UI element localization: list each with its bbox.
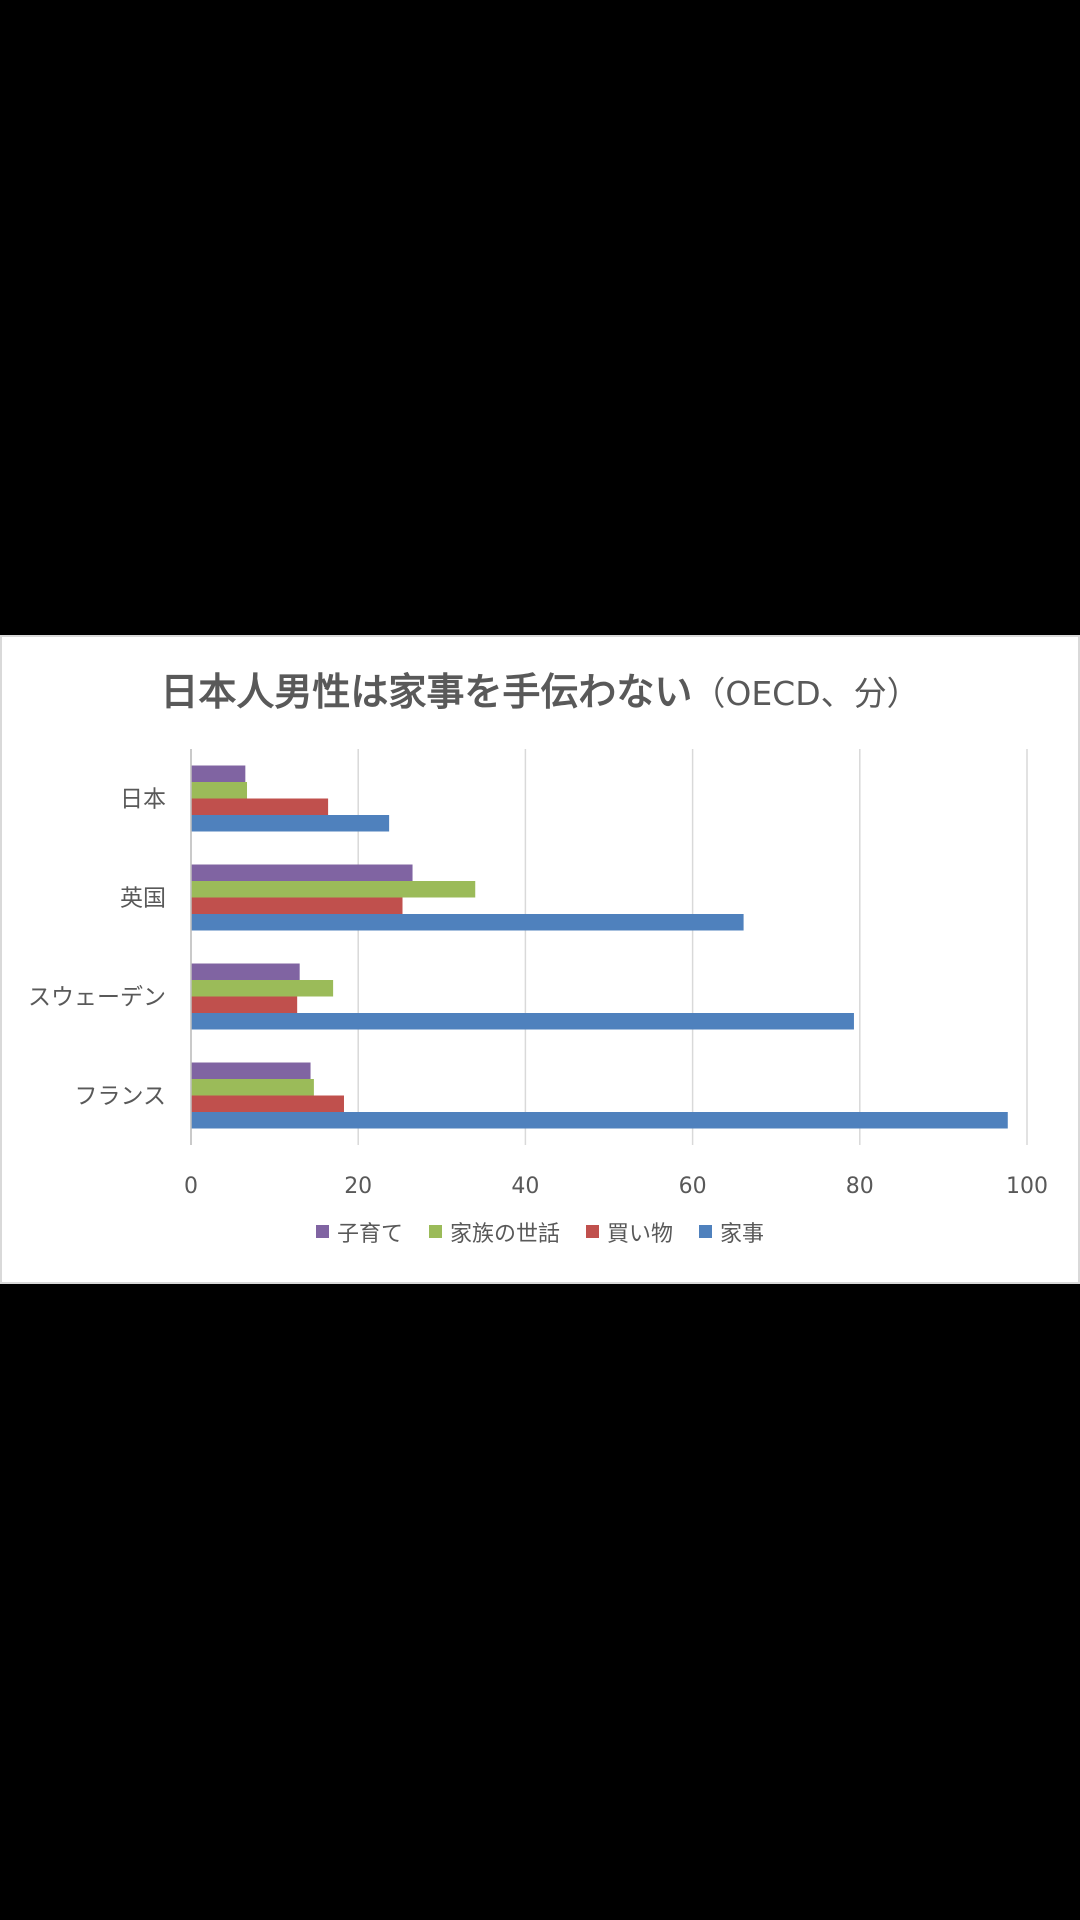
bar	[191, 1095, 344, 1112]
legend-label: 家事	[720, 1222, 764, 1247]
legend-swatch	[586, 1225, 599, 1238]
chart-title: 日本人男性は家事を手伝わない（OECD、分）	[2, 661, 1078, 716]
legend-swatch	[429, 1225, 442, 1238]
legend-swatch	[316, 1225, 329, 1238]
legend-label: 家族の世話	[450, 1222, 560, 1247]
legend-label: 買い物	[607, 1222, 673, 1247]
x-tick-label: 40	[511, 1174, 539, 1199]
legend-label: 子育て	[337, 1222, 403, 1247]
category-label: 英国	[120, 886, 166, 912]
x-tick-label: 60	[679, 1174, 707, 1199]
chart-card: 日本人男性は家事を手伝わない（OECD、分） 0 20 40 60 80 100 日本英国ス…	[0, 635, 1080, 1284]
bar	[191, 1079, 314, 1096]
bar	[191, 1112, 1008, 1129]
bar	[191, 798, 329, 815]
bar	[191, 782, 248, 799]
legend: 子育て 家族の世話 買い物 家事	[316, 1222, 764, 1247]
x-tick-label: 20	[344, 1174, 372, 1199]
bar	[191, 897, 403, 914]
category-label: フランス	[74, 1084, 166, 1110]
legend-swatch	[699, 1225, 712, 1238]
bar	[191, 765, 246, 782]
bar	[191, 815, 390, 832]
bar	[191, 864, 413, 881]
chart-title-sub: （OECD、分）	[692, 674, 920, 713]
bar	[191, 963, 300, 980]
bar	[191, 914, 744, 931]
bar	[191, 1062, 311, 1079]
bar	[191, 881, 476, 898]
bar	[191, 996, 298, 1013]
bars	[191, 765, 1008, 1129]
x-tick-label: 100	[1006, 1174, 1048, 1199]
x-tick-label: 0	[184, 1174, 198, 1199]
bar	[191, 980, 334, 997]
category-label: 日本	[120, 787, 166, 813]
category-label: スウェーデン	[28, 985, 166, 1011]
chart-title-main: 日本人男性は家事を手伝わない	[160, 670, 693, 714]
bar	[191, 1013, 854, 1030]
x-tick-label: 80	[846, 1174, 874, 1199]
